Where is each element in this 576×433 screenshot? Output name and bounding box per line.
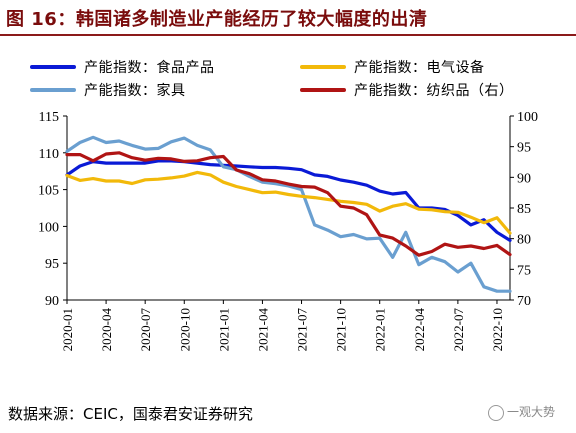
legend-swatch-electrical: [300, 65, 346, 69]
legend-item-electrical: 产能指数：电气设备: [300, 56, 485, 78]
line-chart: 90 95 100 105 110 115 70 75 80 85 90 95 100 2020-01 20…: [38, 110, 538, 352]
x-tick-label: 2022-04: [412, 308, 427, 352]
x-tick-label: 2020-04: [99, 308, 114, 352]
x-tick-label: 2021-01: [216, 308, 231, 351]
x-tick-label: 2022-01: [373, 308, 388, 351]
y-right-tick-label: 90: [517, 171, 531, 186]
x-tick-label: 2022-10: [490, 308, 505, 351]
legend-item-food: 产能指数：食品产品: [30, 56, 215, 78]
y-left-tick-label: 100: [38, 220, 59, 235]
legend-item-textile: 产能指数：纺织品（右）: [300, 79, 514, 101]
y-right-tick-label: 75: [517, 263, 531, 278]
series-line-1: [65, 135, 512, 293]
legend: 产能指数：食品产品 产能指数：家具 产能指数：电气设备 产能指数：纺织品（右）: [0, 56, 576, 106]
x-tick-label: 2021-04: [255, 308, 270, 352]
title-bar: 图 16：韩国诸多制造业产能经历了较大幅度的出清: [0, 0, 576, 36]
source-note: 数据来源：CEIC，国泰君安证券研究: [8, 405, 253, 423]
y-right-tick-label: 95: [517, 141, 531, 156]
legend-label-textile: 产能指数：纺织品（右）: [354, 83, 514, 99]
legend-swatch-furniture: [30, 88, 76, 92]
wechat-icon: [488, 404, 504, 421]
y-left-tick-label: 115: [39, 110, 59, 125]
legend-swatch-food: [30, 65, 76, 69]
watermark: 一观大势: [488, 403, 555, 421]
y-right-tick-label: 85: [517, 202, 531, 217]
x-tick-label: 2021-07: [295, 308, 310, 352]
x-tick-label: 2022-07: [451, 308, 466, 352]
x-tick-label: 2021-10: [334, 308, 349, 351]
series-line-3: [65, 151, 512, 257]
y-right-tick-label: 80: [517, 233, 531, 248]
series-line-2: [65, 170, 512, 235]
legend-swatch-textile: [300, 88, 346, 92]
legend-label-furniture: 产能指数：家具: [84, 83, 186, 99]
y-right-tick-label: 70: [517, 294, 531, 309]
series-line-0: [65, 159, 512, 242]
chart-title: 图 16：韩国诸多制造业产能经历了较大幅度的出清: [6, 9, 428, 30]
y-left-tick-label: 90: [45, 294, 59, 309]
legend-label-electrical: 产能指数：电气设备: [354, 60, 485, 76]
legend-label-food: 产能指数：食品产品: [84, 60, 215, 76]
x-tick-label: 2020-01: [60, 308, 75, 351]
y-left-tick-label: 105: [38, 184, 59, 199]
legend-item-furniture: 产能指数：家具: [30, 79, 186, 101]
y-right-tick-label: 100: [517, 110, 538, 125]
y-left-tick-label: 110: [39, 147, 59, 162]
y-left-tick-label: 95: [45, 257, 59, 272]
x-tick-label: 2020-10: [177, 308, 192, 351]
x-tick-label: 2020-07: [138, 308, 153, 352]
watermark-text: 一观大势: [507, 405, 556, 419]
